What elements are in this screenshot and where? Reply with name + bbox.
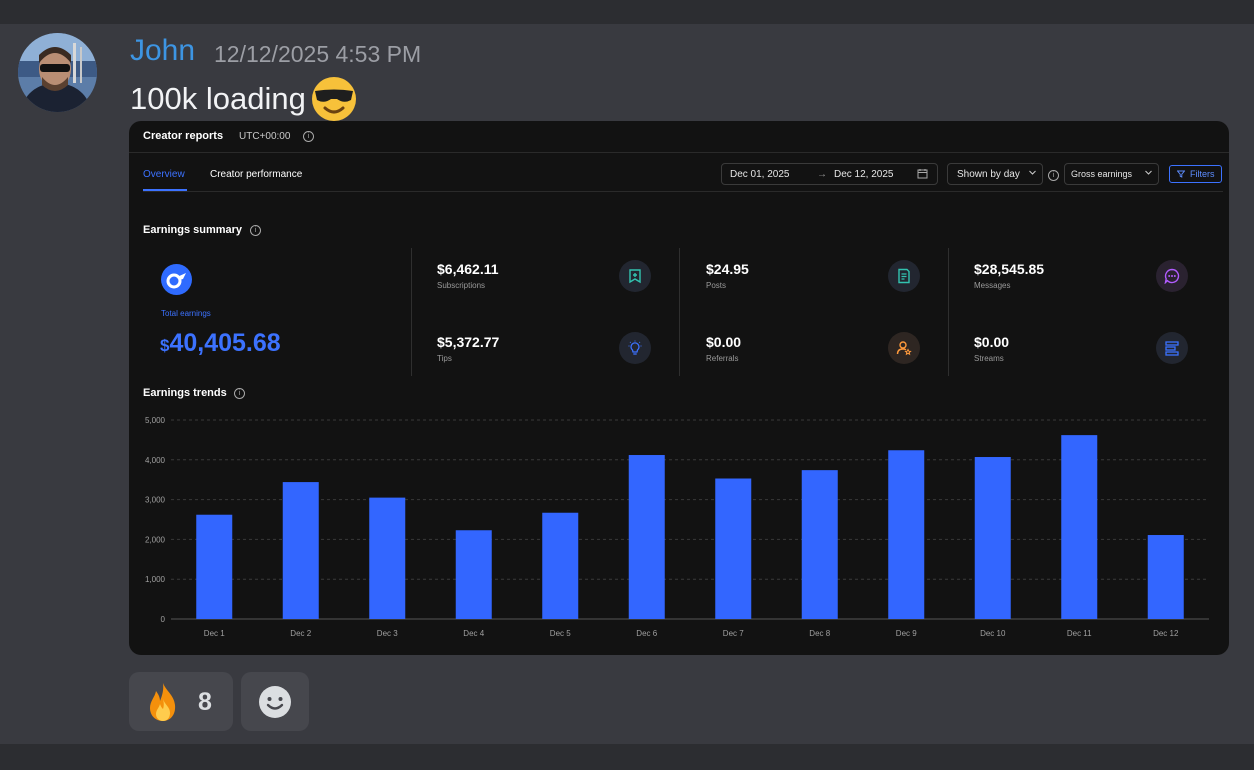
referrals-value: $0.00 <box>706 334 742 350</box>
x-tick-label: Dec 2 <box>290 629 311 638</box>
tips-icon <box>619 332 651 364</box>
shown-by-dropdown[interactable]: Shown by day <box>947 163 1043 185</box>
x-tick-label: Dec 12 <box>1153 629 1179 638</box>
earnings-trends-title: Earnings trends <box>143 387 227 399</box>
username[interactable]: John <box>130 34 196 67</box>
date-to: Dec 12, 2025 <box>834 169 894 180</box>
active-tab-indicator <box>143 189 187 191</box>
tips-value: $5,372.77 <box>437 334 500 350</box>
y-tick-label: 2,000 <box>145 535 166 544</box>
x-tick-label: Dec 7 <box>723 629 744 638</box>
tab-creator-performance[interactable]: Creator performance <box>210 169 303 180</box>
info-icon[interactable]: i <box>1048 170 1059 181</box>
x-tick-label: Dec 6 <box>636 629 657 638</box>
earnings-type-value: Gross earnings <box>1071 169 1133 179</box>
message-text-row: 100k loading <box>130 76 357 122</box>
total-earnings-value: $40,405.68 <box>160 329 281 358</box>
onlyfans-logo-icon <box>161 264 192 295</box>
divider <box>948 248 949 376</box>
timestamp: 12/12/2025 4:53 PM <box>214 41 422 67</box>
date-range-picker[interactable]: Dec 01, 2025 → Dec 12, 2025 <box>721 163 938 185</box>
reaction-fire[interactable]: 8 <box>129 672 233 731</box>
calendar-icon[interactable] <box>917 168 928 182</box>
filter-icon <box>1177 170 1185 178</box>
info-icon[interactable]: i <box>303 131 314 142</box>
card-header: Creator reports UTC+00:00 i <box>129 121 1229 153</box>
subscriptions-label: Subscriptions <box>437 281 486 290</box>
chevron-down-icon <box>1028 168 1037 180</box>
referrals-label: Referrals <box>706 354 739 363</box>
filters-label: Filters <box>1190 169 1215 179</box>
bar-dec-5[interactable] <box>542 512 579 619</box>
bar-dec-8[interactable] <box>801 470 838 619</box>
top-bar <box>0 0 1254 24</box>
x-tick-label: Dec 8 <box>809 629 830 638</box>
info-icon[interactable]: i <box>250 225 261 236</box>
chevron-down-icon <box>1144 168 1153 179</box>
timezone-label: UTC+00:00 <box>239 131 291 142</box>
total-currency: $ <box>160 336 170 355</box>
bar-dec-1[interactable] <box>196 514 233 619</box>
bar-dec-3[interactable] <box>369 497 406 619</box>
bar-dec-9[interactable] <box>888 450 925 619</box>
total-earnings-label: Total earnings <box>161 309 211 318</box>
x-tick-label: Dec 3 <box>377 629 398 638</box>
messages-value: $28,545.85 <box>974 261 1045 277</box>
add-reaction-button[interactable] <box>241 672 309 731</box>
y-tick-label: 0 <box>161 615 166 624</box>
fire-emoji-icon <box>150 683 176 721</box>
reaction-count: 8 <box>198 688 212 716</box>
streams-icon <box>1156 332 1188 364</box>
x-tick-label: Dec 4 <box>463 629 484 638</box>
tabs-divider <box>143 191 1223 192</box>
total-amount: 40,405.68 <box>169 329 281 357</box>
avatar[interactable] <box>18 33 97 112</box>
tips-label: Tips <box>437 354 452 363</box>
message-text: 100k loading <box>130 81 306 116</box>
y-tick-label: 4,000 <box>145 456 166 465</box>
x-tick-label: Dec 5 <box>550 629 571 638</box>
divider <box>411 248 412 376</box>
bottom-bar <box>0 744 1254 770</box>
bar-dec-10[interactable] <box>974 457 1011 619</box>
date-from: Dec 01, 2025 <box>730 169 790 180</box>
messages-label: Messages <box>974 281 1011 290</box>
earnings-type-dropdown[interactable]: Gross earnings <box>1064 163 1159 185</box>
tab-overview[interactable]: Overview <box>143 169 185 180</box>
earnings-summary-title: Earnings summary <box>143 224 243 236</box>
divider <box>679 248 680 376</box>
shown-by-value: Shown by day <box>957 169 1020 180</box>
bar-dec-11[interactable] <box>1061 435 1098 619</box>
bar-dec-7[interactable] <box>715 478 752 619</box>
add-reaction-icon <box>259 686 291 718</box>
x-tick-label: Dec 10 <box>980 629 1006 638</box>
posts-value: $24.95 <box>706 261 749 277</box>
y-tick-label: 5,000 <box>145 416 166 425</box>
earnings-trends-chart: 0 1,000 2,000 3,000 4,000 5,000 Dec 1 Dec 2 Dec … <box>145 416 1209 638</box>
y-tick-label: 1,000 <box>145 575 166 584</box>
x-tick-label: Dec 11 <box>1067 629 1092 638</box>
bar-dec-2[interactable] <box>282 482 319 619</box>
subscriptions-value: $6,462.11 <box>437 261 499 277</box>
x-tick-label: Dec 1 <box>204 629 225 638</box>
posts-icon <box>888 260 920 292</box>
x-tick-label: Dec 9 <box>896 629 917 638</box>
bar-dec-4[interactable] <box>455 530 492 619</box>
creator-reports-card: Creator reports UTC+00:00 i Overview Cre… <box>129 121 1229 655</box>
messages-icon <box>1156 260 1188 292</box>
referrals-icon <box>888 332 920 364</box>
sunglasses-emoji-icon <box>311 76 357 122</box>
y-tick-label: 3,000 <box>145 496 166 505</box>
report-title: Creator reports <box>143 130 224 142</box>
posts-label: Posts <box>706 281 727 290</box>
streams-value: $0.00 <box>974 334 1010 350</box>
subscriptions-icon <box>619 260 651 292</box>
bar-dec-12[interactable] <box>1147 535 1184 619</box>
date-arrow-icon: → <box>817 169 827 180</box>
filters-button[interactable]: Filters <box>1169 165 1222 183</box>
streams-label: Streams <box>974 354 1004 363</box>
bar-dec-6[interactable] <box>628 455 665 619</box>
info-icon[interactable]: i <box>234 388 245 399</box>
